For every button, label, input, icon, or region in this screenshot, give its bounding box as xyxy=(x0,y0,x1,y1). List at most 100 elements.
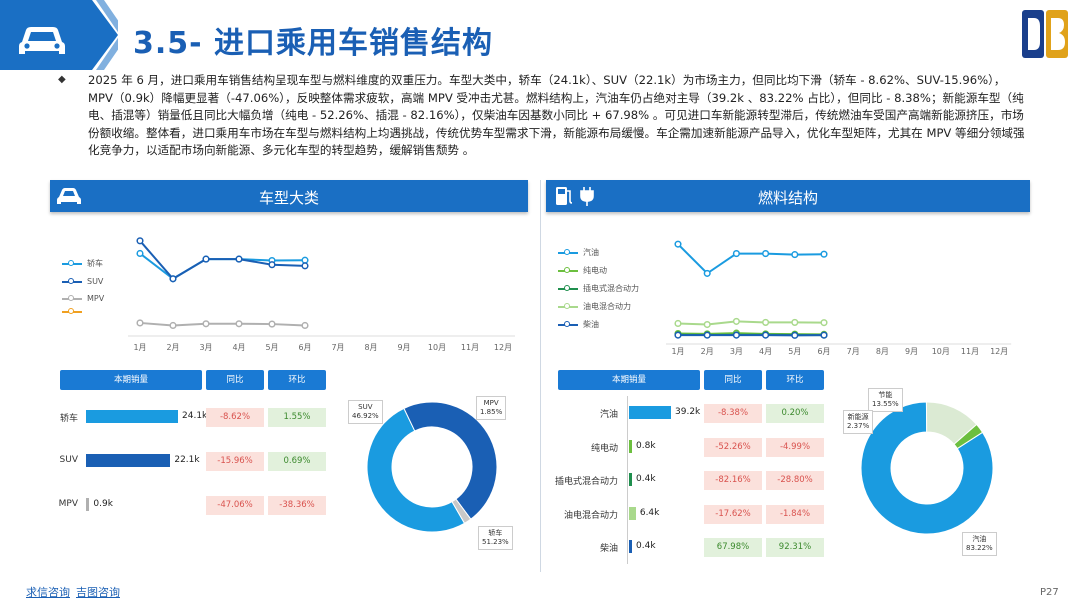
yoy-cell: -17.62% xyxy=(704,504,762,524)
vertical-divider xyxy=(540,180,541,572)
col-header-mom: 环比 xyxy=(268,370,326,390)
series-line xyxy=(677,243,825,275)
section-title: 车型大类 xyxy=(258,189,319,207)
footer-link-2[interactable]: 吉图咨询 xyxy=(76,586,120,599)
mom-cell: -1.84% xyxy=(766,504,824,524)
col-header-mom: 环比 xyxy=(766,370,824,390)
donut-slice xyxy=(953,423,984,450)
legend-diesel: 柴油 xyxy=(558,319,639,330)
sales-bar xyxy=(86,410,178,423)
yoy-cell: 67.98% xyxy=(704,538,762,557)
data-point xyxy=(820,319,828,327)
footer-link-1[interactable]: 求信咨询 xyxy=(26,586,70,599)
row-label: 纯电动 xyxy=(590,443,618,454)
donut-label-hev: 节能 13.55% xyxy=(868,388,903,412)
row-label: 柴油 xyxy=(599,544,618,554)
donut-label-gasoline: 汽油 83.22% xyxy=(962,532,997,556)
data-point xyxy=(235,255,243,263)
data-point xyxy=(820,250,828,258)
donut-label-mpv: MPV 1.85% xyxy=(476,396,507,420)
donut-slice xyxy=(451,498,472,524)
x-tick-label: 7月 xyxy=(847,347,860,356)
donut-label-sedan: 轿车 51.23% xyxy=(478,526,513,550)
row-label: SUV xyxy=(59,455,78,465)
vehicle-type-donut xyxy=(366,401,498,533)
x-tick-label: 8月 xyxy=(364,343,377,352)
row-label: 汽油 xyxy=(599,410,618,420)
donut-slice xyxy=(403,401,498,520)
x-tick-label: 6月 xyxy=(298,343,311,352)
data-point xyxy=(732,250,740,258)
sales-bar xyxy=(629,540,632,553)
x-tick-label: 5月 xyxy=(788,347,801,356)
fuel-donut xyxy=(860,401,994,535)
donut-slice xyxy=(366,407,466,533)
mom-cell: 92.31% xyxy=(766,538,824,557)
section-header-fuel: 燃料结构 xyxy=(546,180,1030,212)
donut-label-suv: SUV 46.92% xyxy=(348,400,383,424)
sales-value: 24.1k xyxy=(182,411,208,421)
data-point xyxy=(169,321,177,330)
data-point xyxy=(732,331,740,339)
sales-bar xyxy=(86,498,90,511)
data-point xyxy=(202,320,210,328)
mom-cell: -28.80% xyxy=(766,471,824,490)
yoy-cell: -8.62% xyxy=(206,408,264,427)
sales-value: 0.4k xyxy=(636,541,656,551)
data-point xyxy=(674,240,682,248)
right-legend: 汽油 纯电动 插电式混合动力 油电混合动力 柴油 xyxy=(558,247,639,330)
data-point xyxy=(268,261,276,269)
x-tick-label: 3月 xyxy=(199,343,212,352)
x-tick-label: 4月 xyxy=(232,343,245,352)
sales-value: 0.9k xyxy=(93,499,113,509)
legend-suv: SUV xyxy=(62,277,104,286)
data-point xyxy=(820,331,828,339)
x-tick-label: 3月 xyxy=(730,347,743,356)
row-label: 油电混合动力 xyxy=(563,510,618,521)
sales-value: 39.2k xyxy=(675,407,701,417)
series-line xyxy=(139,321,306,327)
data-point xyxy=(136,249,144,258)
x-tick-label: 10月 xyxy=(932,347,950,356)
row-label: MPV xyxy=(58,499,78,509)
mom-cell: 0.20% xyxy=(766,404,824,423)
page-title: 3.5- 进口乘用车销售结构 xyxy=(133,26,494,61)
col-header-yoy: 同比 xyxy=(206,370,264,390)
data-point xyxy=(301,321,309,330)
legend-phev: 插电式混合动力 xyxy=(558,283,639,294)
section-header-vehicle-type: 车型大类 xyxy=(50,180,528,212)
x-tick-label: 8月 xyxy=(876,347,889,356)
mom-cell: 1.55% xyxy=(268,408,326,427)
legend-gasoline: 汽油 xyxy=(558,247,639,258)
data-point xyxy=(136,319,144,327)
col-header-sales: 本期销量 xyxy=(60,370,202,390)
sales-value: 6.4k xyxy=(639,507,660,518)
x-tick-label: 1月 xyxy=(133,343,146,352)
sales-value: 22.1k xyxy=(174,455,200,465)
header-bar xyxy=(0,0,1080,70)
x-tick-label: 2月 xyxy=(166,343,179,352)
summary-paragraph: 2025 年 6 月，进口乘用车销售结构呈现车型与燃料维度的双重压力。车型大类中… xyxy=(62,72,1027,160)
data-point xyxy=(169,275,177,283)
donut-label-nev: 新能源 2.37% xyxy=(843,410,874,434)
yoy-cell: -8.38% xyxy=(704,404,762,423)
data-point xyxy=(703,269,711,277)
x-tick-label: 4月 xyxy=(759,347,772,356)
x-tick-label: 1月 xyxy=(671,347,684,356)
fuel-line-chart: 1月 2月 3月 4月 5月 6月 7月 8月 9月 10月 11月 12月 xyxy=(666,240,1012,356)
fuel-ev-icon xyxy=(556,187,594,206)
x-tick-label: 7月 xyxy=(331,343,344,352)
x-tick-label: 9月 xyxy=(397,343,410,352)
x-tick-label: 9月 xyxy=(905,347,918,356)
x-tick-label: 2月 xyxy=(701,347,714,356)
sales-bar xyxy=(629,406,671,419)
yoy-cell: -15.96% xyxy=(206,452,264,471)
mom-cell: -4.99% xyxy=(766,437,824,457)
data-point xyxy=(301,262,309,270)
data-point xyxy=(732,317,740,325)
brand-logo xyxy=(1022,10,1068,58)
legend-ev: 纯电动 xyxy=(558,265,639,276)
sales-bar xyxy=(86,454,171,467)
data-point xyxy=(235,320,243,328)
mom-cell: 0.69% xyxy=(268,452,326,471)
